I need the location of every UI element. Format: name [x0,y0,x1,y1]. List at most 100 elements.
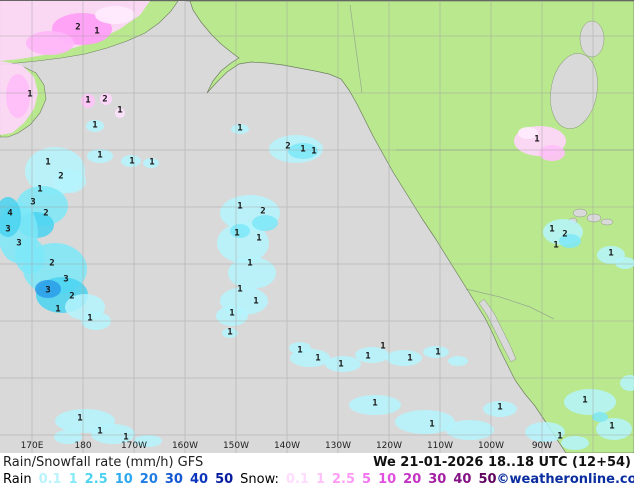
scale-value: 40 [453,472,472,487]
scale-value: 0.1 [38,472,62,487]
rain-scale: 0.1 1 2.5 10 20 30 40 50 [39,472,234,487]
precip-value: 1 [549,224,555,235]
precip-value: 1 [429,419,435,430]
precip-value: 2 [562,229,568,240]
precip-value: 1 [534,134,540,145]
precip-value: 1 [372,398,378,409]
footer-row-title: Rain/Snowfall rate (mm/h) GFS We 21-01-2… [3,454,631,471]
precip-value: 1 [497,402,503,413]
footer: Rain/Snowfall rate (mm/h) GFS We 21-01-2… [0,452,634,490]
precip-value: 3 [5,224,11,235]
precip-value: 2 [285,141,291,152]
precip-value: 1 [253,296,259,307]
lon-label-140W: 140W [273,441,301,451]
precip-value: 2 [75,22,81,33]
lon-label-90W: 90W [531,441,553,451]
precip-value: 1 [553,240,559,251]
precip-value: 1 [97,426,103,437]
lon-label-180: 180 [74,441,92,451]
lon-label-120W: 120W [375,441,403,451]
precip-value: 4 [7,208,13,219]
scale-value: 50 [478,472,497,487]
snow-scale: 0.1 1 2.5 5 10 20 30 40 50 [286,472,497,487]
precip-value: 2 [49,258,55,269]
scale-value: 10 [114,472,133,487]
precip-value: 1 [609,421,615,432]
scale-value: 2.5 [84,472,108,487]
precip-value: 1 [338,359,344,370]
precip-value: 3 [63,274,69,285]
precip-value: 1 [94,26,100,37]
snow-overlay [0,1,566,161]
precip-value: 1 [365,351,371,362]
scale-value: 5 [362,472,372,487]
scale-value: 10 [378,472,397,487]
lon-labels: 170E 180 170W 160W 150W 140W 130W 120W 110W 100W 9… [0,1,634,452]
scale-value: 30 [164,472,183,487]
precip-value: 1 [237,284,243,295]
precip-value: 1 [300,144,306,155]
product-title: Rain/Snowfall rate (mm/h) GFS [3,455,204,470]
graticule-grid [0,1,634,453]
precip-value: 1 [87,313,93,324]
valid-time: We 21-01-2026 18..18 UTC (12+54) [373,455,631,470]
precip-value: 1 [297,345,303,356]
scale-value: 50 [215,472,234,487]
precip-value: 1 [256,233,262,244]
scale-value: 30 [428,472,447,487]
precip-value: 1 [311,146,317,157]
scale-value: 20 [403,472,422,487]
precip-value: 1 [77,413,83,424]
precip-value: 3 [45,285,51,296]
snow-legend-label: Snow: [240,472,279,487]
scale-value: 2.5 [331,472,356,487]
inland-water [478,20,614,363]
precip-value: 2 [69,291,75,302]
precip-value: 1 [45,157,51,168]
precip-value: 1 [97,150,103,161]
map-canvas [0,1,634,453]
precip-value: 1 [149,157,155,168]
precip-value: 1 [229,308,235,319]
precip-value: 1 [55,304,61,315]
lon-label-170E: 170E [20,441,44,451]
scale-value: 20 [139,472,158,487]
rain-legend-label: Rain [3,472,32,487]
scale-value: 1 [315,472,325,487]
lon-label-130W: 130W [324,441,352,451]
precip-value: 1 [407,353,413,364]
scale-value: 0.1 [285,472,309,487]
precip-value: 2 [58,171,64,182]
precip-value: 1 [247,258,253,269]
precip-value: 1 [37,184,43,195]
scale-value: 40 [189,472,209,487]
land-north-america [186,1,634,453]
precip-value: 1 [92,120,98,131]
precip-value: 1 [85,95,91,106]
precip-value: 1 [117,105,123,116]
precip-value: 1 [582,395,588,406]
rain-overlay [0,120,634,450]
precip-value: 2 [43,208,49,219]
precip-value: 2 [260,206,266,217]
precip-value: 1 [123,432,129,443]
lon-label-160W: 160W [171,441,199,451]
precip-value: 1 [435,347,441,358]
precip-value: 1 [557,431,563,442]
copyright: ©weatheronline.co.uk [496,472,634,487]
lon-label-150W: 150W [222,441,250,451]
lon-label-170W: 170W [120,441,148,451]
precip-value: 3 [16,238,22,249]
legend: Rain 0.1 1 2.5 10 20 30 40 50 Snow: 0.1 1 2.5 5 10 2… [3,472,497,487]
precip-value: 1 [227,327,233,338]
precip-value: 2 [102,94,108,105]
precip-value: 1 [234,228,240,239]
scale-value: 1 [68,472,78,487]
precip-value: 3 [30,197,36,208]
precip-value: 1 [315,353,321,364]
precip-value: 1 [237,123,243,134]
lon-label-110W: 110W [426,441,454,451]
precip-value: 1 [608,248,614,259]
